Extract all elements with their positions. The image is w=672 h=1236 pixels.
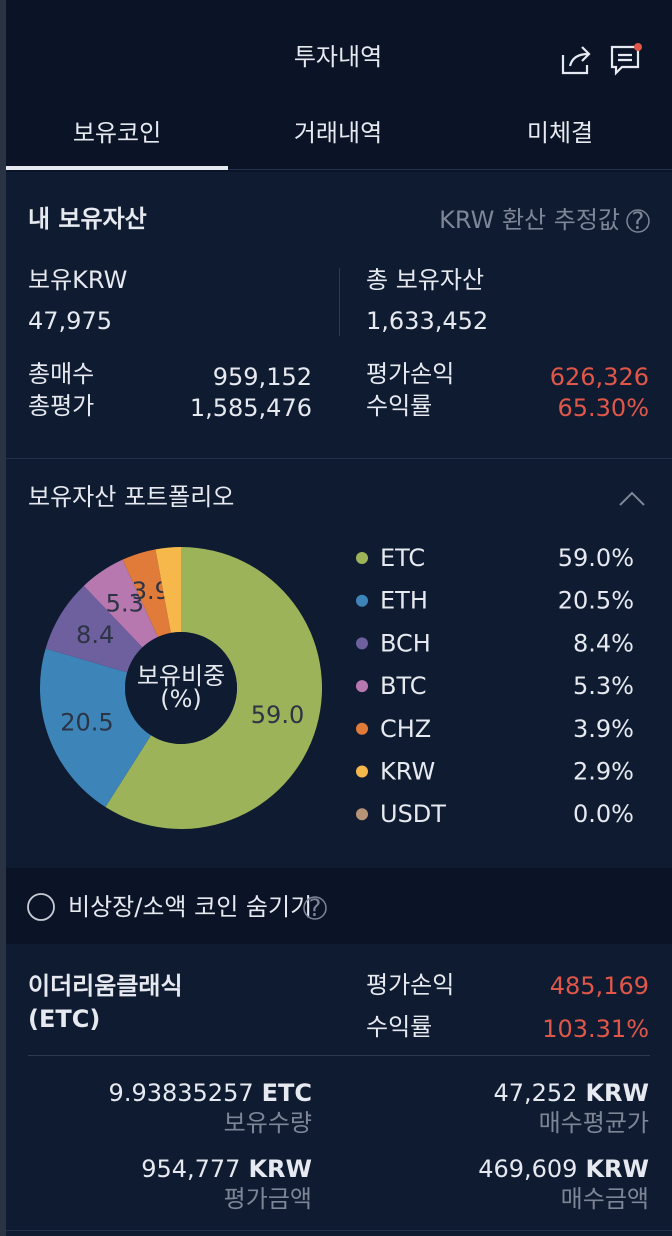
- amount-label: 매수금액: [561, 1185, 649, 1213]
- legend-dot: [356, 765, 368, 778]
- amount-value: 954,777: [141, 1155, 240, 1183]
- tab[interactable]: 보유코인: [73, 119, 161, 147]
- slice-label: 20.5: [60, 709, 113, 737]
- amount: 954,777 KRW: [141, 1155, 312, 1183]
- amount: 9.93835257 ETC: [109, 1079, 312, 1107]
- legend-dot: [356, 722, 368, 735]
- amount-value: 469,609: [478, 1155, 577, 1183]
- center-hole: [125, 632, 237, 744]
- label: 평가손익: [366, 971, 454, 999]
- value: 103.31%: [542, 1015, 649, 1043]
- toggle-row: [6, 868, 672, 942]
- slice: [45, 585, 143, 673]
- value: 959,152: [213, 363, 312, 391]
- divider: [6, 169, 672, 170]
- amount-value: 9.93835257: [109, 1079, 254, 1107]
- legend-label: ETH: [380, 587, 428, 615]
- label: 보유KRW: [28, 266, 127, 294]
- amount-unit: KRW: [248, 1155, 312, 1183]
- value: 485,169: [550, 972, 649, 1000]
- legend-value: 20.5%: [558, 587, 634, 615]
- label: 총 보유자산: [366, 266, 484, 294]
- coin-symbol: (ETC): [28, 1005, 100, 1033]
- label: 평가손익: [366, 360, 454, 388]
- holding-card: [6, 944, 672, 1236]
- amount-unit: ETC: [262, 1079, 312, 1107]
- note: KRW 환산 추정값: [439, 206, 620, 234]
- amount-label: 매수평균가: [539, 1109, 649, 1137]
- label: 총평가: [28, 392, 94, 420]
- checkbox[interactable]: [27, 893, 55, 921]
- section-title: 내 보유자산: [28, 205, 147, 233]
- legend-dot: [356, 552, 368, 564]
- center-label: (%): [160, 685, 202, 713]
- amount-unit: KRW: [585, 1079, 649, 1107]
- divider: [28, 1055, 650, 1056]
- slice: [83, 559, 158, 648]
- slice: [155, 547, 181, 633]
- legend-label: KRW: [380, 758, 435, 786]
- legend-value: 3.9%: [573, 715, 634, 743]
- slice: [39, 648, 151, 808]
- tab[interactable]: 미체결: [527, 119, 593, 147]
- amount-label: 평가금액: [224, 1185, 312, 1213]
- toggle-label: 비상장/소액 코인 숨기기: [68, 893, 312, 921]
- help-icon[interactable]: [626, 209, 650, 233]
- tab[interactable]: 거래내역: [294, 119, 382, 147]
- coin-name: 이더리움클래식: [28, 972, 183, 1000]
- help-mark: ?: [632, 207, 645, 235]
- label: 수익률: [366, 1013, 432, 1041]
- legend-dot: [356, 594, 368, 607]
- legend-dot: [356, 808, 368, 821]
- value: 1,585,476: [190, 394, 312, 422]
- label: 수익률: [366, 392, 432, 420]
- tab-indicator: [6, 166, 228, 170]
- legend-label: USDT: [380, 800, 446, 828]
- slice: [122, 549, 171, 638]
- page-title: 투자내역: [294, 43, 382, 71]
- amount: 469,609 KRW: [478, 1155, 649, 1183]
- value: 65.30%: [557, 394, 649, 422]
- label: 총매수: [28, 360, 94, 388]
- help-icon[interactable]: [303, 896, 327, 920]
- legend-label: ETC: [380, 544, 425, 572]
- value: 47,975: [28, 307, 112, 335]
- slice: [105, 547, 323, 829]
- slice-label: 5.3: [106, 590, 144, 618]
- slice-label: 8.4: [76, 621, 114, 649]
- legend-label: CHZ: [380, 715, 431, 743]
- divider: [6, 1230, 672, 1231]
- legend-dot: [356, 680, 368, 693]
- amount-label: 보유수량: [224, 1109, 312, 1137]
- help-mark: ?: [309, 894, 322, 922]
- collapse-icon[interactable]: [619, 491, 645, 506]
- divider: [339, 268, 340, 336]
- amount: 47,252 KRW: [493, 1079, 649, 1107]
- amount-unit: KRW: [585, 1155, 649, 1183]
- center-label: 보유비중: [137, 662, 225, 690]
- legend-value: 2.9%: [573, 758, 634, 786]
- value: 1,633,452: [366, 307, 488, 335]
- legend-dot: [356, 637, 368, 650]
- legend-label: BCH: [380, 629, 431, 657]
- edge: [0, 0, 6, 1236]
- legend-value: 0.0%: [573, 800, 634, 828]
- divider: [6, 458, 672, 459]
- share-icon[interactable]: [561, 46, 591, 75]
- slice-label: 59.0: [251, 701, 304, 729]
- section-title: 보유자산 포트폴리오: [28, 483, 234, 511]
- legend-value: 5.3%: [573, 672, 634, 700]
- amount-value: 47,252: [493, 1079, 577, 1107]
- legend-label: BTC: [380, 672, 426, 700]
- legend-value: 59.0%: [558, 544, 634, 572]
- legend-value: 8.4%: [573, 629, 634, 657]
- badge: [634, 43, 642, 51]
- value: 626,326: [550, 363, 649, 391]
